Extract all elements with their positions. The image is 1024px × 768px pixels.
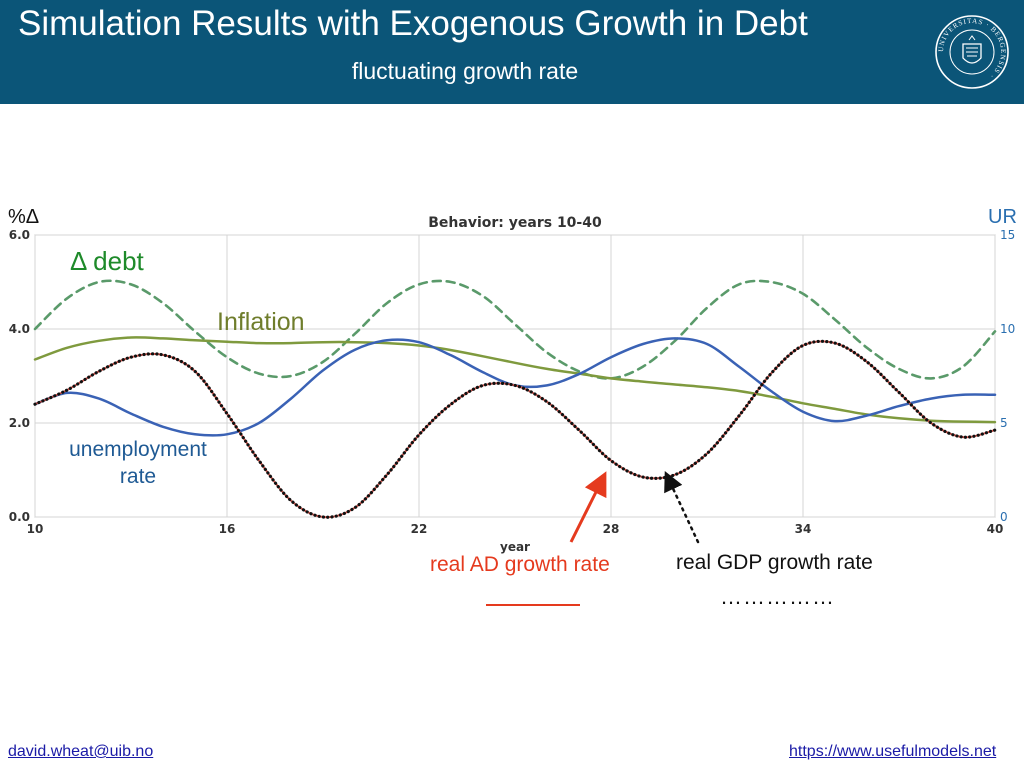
y2-tick-label: 10 <box>1000 322 1015 336</box>
series-line-4 <box>33 339 997 519</box>
y2-tick-label: 5 <box>1000 416 1008 430</box>
y2-tick-label: 0 <box>1000 510 1008 524</box>
x-tick-label: 34 <box>795 522 812 536</box>
gdp-series-label: real GDP growth rate <box>676 551 873 574</box>
y-tick-label: 0.0 <box>9 510 30 524</box>
x-tick-label: 16 <box>219 522 236 536</box>
university-seal-logo: UNIVERSITAS · BERGENSIS · <box>935 15 1009 89</box>
y2-axis-unit: UR <box>988 206 1017 228</box>
chart-grid <box>34 234 996 518</box>
chart-title: Behavior: years 10-40 <box>428 215 602 231</box>
chart-series <box>33 279 997 519</box>
ad-line-key <box>486 592 580 606</box>
x-tick-label: 40 <box>987 522 1004 536</box>
x-tick-label: 28 <box>603 522 620 536</box>
chart-axes: 10 16 22 28 34 40 0.0 2.0 4.0 6.0 0 5 10 15 <box>9 228 1015 544</box>
slide-subtitle: fluctuating growth rate <box>351 58 579 84</box>
slide-header: Simulation Results with Exogenous Growth… <box>0 0 1024 104</box>
y-axis-unit: %Δ <box>8 206 40 228</box>
author-email-link[interactable]: david.wheat@uib.no <box>8 743 154 760</box>
gdp-pointer-arrow <box>664 470 700 544</box>
x-tick-label: 22 <box>411 522 428 536</box>
y2-tick-label: 15 <box>1000 228 1015 242</box>
series-line-0 <box>33 279 997 380</box>
x-axis-label: year <box>500 540 530 554</box>
website-link[interactable]: https://www.usefulmodels.net <box>789 743 997 760</box>
gdp-dotted-key: …………… <box>720 584 835 609</box>
inflation-series-label: Inflation <box>217 308 305 336</box>
unemployment-series-label: unemployment rate <box>69 438 207 488</box>
series-line-1 <box>33 336 997 424</box>
plot-area <box>34 234 996 518</box>
y-tick-label: 6.0 <box>9 228 30 242</box>
y-tick-label: 2.0 <box>9 416 30 430</box>
slide-title: Simulation Results with Exogenous Growth… <box>18 4 808 43</box>
behavior-chart: 10 16 22 28 34 40 0.0 2.0 4.0 6.0 0 5 10 15 Behavior:… <box>9 215 1016 554</box>
y-tick-label: 4.0 <box>9 322 30 336</box>
ad-series-label: real AD growth rate <box>430 553 610 576</box>
x-tick-label: 10 <box>27 522 44 536</box>
ad-pointer-arrow <box>569 471 607 543</box>
debt-series-label: Δ debt <box>70 246 144 276</box>
